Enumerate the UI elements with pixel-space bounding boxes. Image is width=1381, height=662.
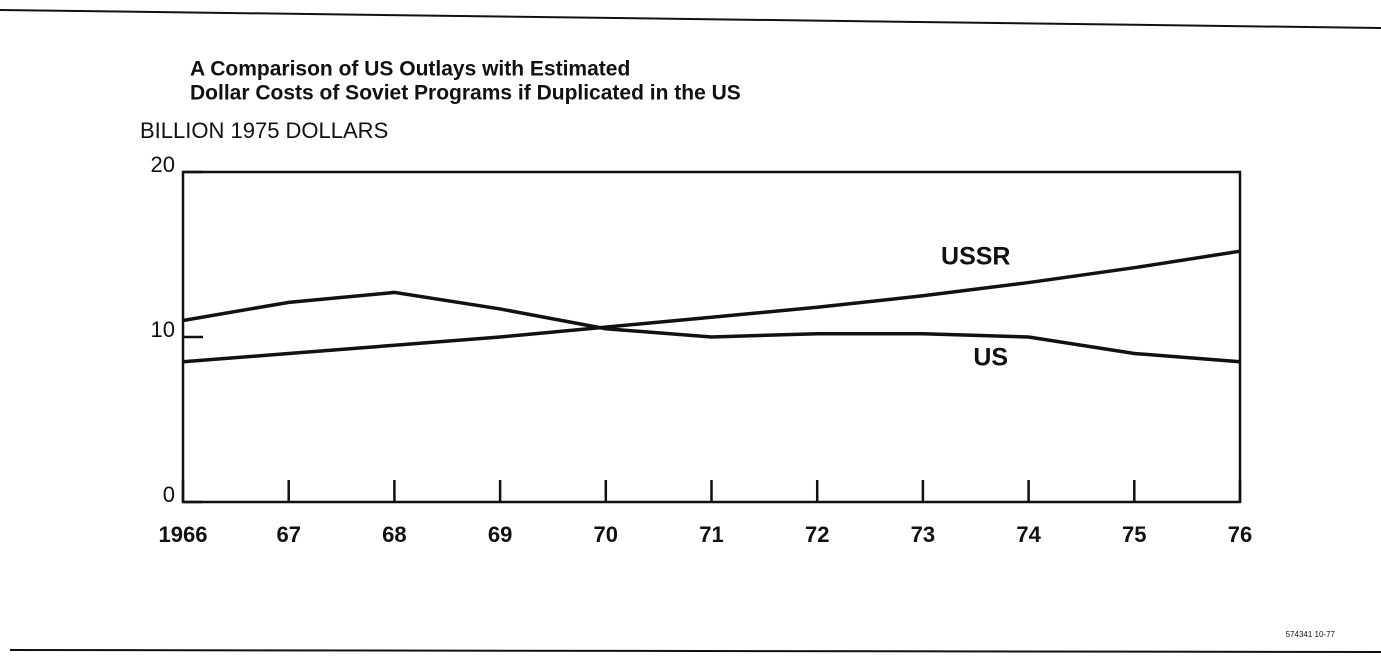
x-tick-label: 69	[488, 522, 512, 547]
x-tick-label: 68	[382, 522, 406, 547]
chart-title: A Comparison of US Outlays with Estimate…	[190, 58, 630, 81]
line-series	[182, 249, 1241, 364]
x-tick-label: 70	[594, 522, 618, 547]
frame-top	[0, 9, 1381, 29]
x-tick-label: 75	[1122, 522, 1146, 547]
series-label: USSR	[941, 242, 1010, 270]
series-label: US	[973, 344, 1008, 372]
y-tick-label: 10	[151, 317, 175, 342]
x-tick-label: 76	[1228, 522, 1252, 547]
x-tick-label: 71	[699, 522, 723, 547]
frame-bottom	[9, 649, 1381, 653]
chart-title: Dollar Costs of Soviet Programs if Dupli…	[190, 82, 741, 105]
x-tick-label: 74	[1016, 522, 1041, 547]
y-axis-label: BILLION 1975 DOLLARS	[140, 118, 388, 143]
footnote: 574341 10-77	[1286, 630, 1336, 639]
y-tick-label: 0	[163, 482, 175, 507]
line-series	[182, 290, 1241, 364]
x-tick-label: 67	[276, 522, 300, 547]
x-tick-label: 73	[911, 522, 935, 547]
x-tick-label: 1966	[159, 522, 208, 547]
x-tick-label: 72	[805, 522, 829, 547]
y-tick-label: 20	[151, 152, 175, 177]
